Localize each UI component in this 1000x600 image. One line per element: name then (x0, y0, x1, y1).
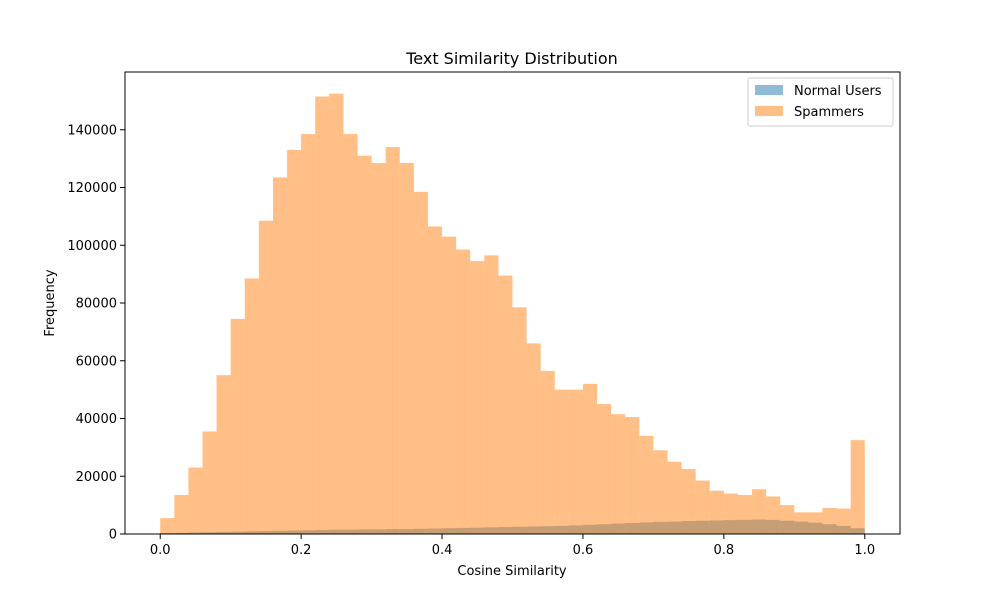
bar-spammers-1 (174, 495, 189, 534)
bar-spammers-47 (822, 508, 837, 534)
bar-spammers-16 (385, 147, 400, 534)
bar-spammers-2 (188, 467, 203, 534)
x-tick-label: 0.0 (150, 543, 171, 558)
y-tick-label: 40000 (76, 412, 117, 427)
bar-spammers-18 (413, 191, 428, 535)
chart-title: Text Similarity Distribution (405, 49, 618, 68)
x-tick-label: 0.8 (714, 543, 735, 558)
bar-spammers-41 (737, 495, 753, 534)
bar-spammers-48 (836, 508, 851, 534)
x-axis-label: Cosine Similarity (457, 564, 567, 579)
bar-spammers-21 (456, 249, 471, 535)
bar-spammers-8 (272, 177, 288, 535)
bar-spammers-0 (160, 518, 175, 534)
legend-swatch-spammers (755, 106, 783, 116)
bar-spammers-31 (597, 404, 612, 534)
y-tick-label: 0 (109, 528, 117, 543)
bar-spammers-11 (315, 96, 330, 534)
bar-spammers-29 (568, 389, 583, 534)
x-axis: 0.0 0.2 0.4 0.6 0.8 1.0 (150, 534, 875, 558)
bar-spammers-3 (202, 431, 217, 534)
bar-spammers-43 (766, 496, 781, 534)
bar-spammers-19 (427, 226, 443, 534)
bar-spammers-34 (639, 435, 654, 534)
legend: Normal Users Spammers (747, 77, 894, 127)
bar-spammers-4 (216, 375, 231, 534)
legend-box (747, 77, 894, 127)
bar-spammers-35 (653, 450, 668, 534)
legend-label-spammers: Spammers (794, 105, 864, 120)
y-tick-label: 100000 (67, 239, 117, 254)
bar-spammers-6 (244, 278, 259, 534)
bar-spammers-22 (470, 261, 485, 534)
x-tick-label: 1.0 (854, 543, 875, 558)
bar-spammers-39 (709, 490, 724, 534)
bar-spammers-20 (442, 236, 457, 534)
y-tick-label: 80000 (76, 297, 117, 312)
bar-spammers-5 (230, 318, 245, 534)
bar-spammers-27 (540, 370, 555, 534)
x-tick-label: 0.6 (573, 543, 594, 558)
y-tick-label: 120000 (67, 181, 117, 196)
bar-spammers-44 (780, 505, 795, 534)
bar-spammers-37 (681, 469, 696, 534)
bar-spammers-14 (357, 155, 372, 535)
bar-spammers-15 (371, 162, 386, 535)
bar-spammers-36 (667, 461, 682, 534)
bar-spammers-7 (258, 220, 273, 535)
bar-spammers-24 (498, 275, 513, 534)
bar-spammers-45 (794, 512, 809, 534)
bar-spammers-25 (512, 307, 527, 534)
y-tick-label: 60000 (76, 354, 117, 369)
bar-spammers-30 (582, 383, 598, 534)
bar-spammers-28 (554, 389, 569, 534)
bar-spammers-26 (526, 343, 541, 534)
y-tick-label: 20000 (76, 470, 117, 485)
bar-spammers-49 (850, 440, 865, 534)
bar-spammers-9 (287, 149, 302, 534)
bar-spammers-12 (329, 93, 344, 534)
bar-spammers-32 (611, 414, 626, 534)
y-axis-label: Frequency (43, 269, 58, 336)
bar-spammers-40 (723, 493, 738, 534)
bar-spammers-13 (343, 134, 358, 535)
x-tick-label: 0.4 (432, 543, 453, 558)
bar-spammers-23 (484, 255, 499, 534)
y-tick-label: 140000 (67, 123, 117, 138)
bar-spammers-38 (695, 480, 710, 534)
x-tick-label: 0.2 (291, 543, 312, 558)
legend-swatch-normal-users (755, 85, 783, 95)
bar-spammers-10 (301, 134, 316, 535)
bar-spammers-33 (625, 417, 640, 534)
bar-spammers-17 (399, 162, 414, 535)
bars-layer (160, 93, 865, 535)
y-axis: 0 20000 40000 60000 80000 100000 120000 140000 (67, 123, 125, 543)
legend-label-normal-users: Normal Users (794, 84, 882, 99)
bar-spammers-46 (808, 512, 823, 534)
bar-spammers-42 (752, 489, 767, 534)
